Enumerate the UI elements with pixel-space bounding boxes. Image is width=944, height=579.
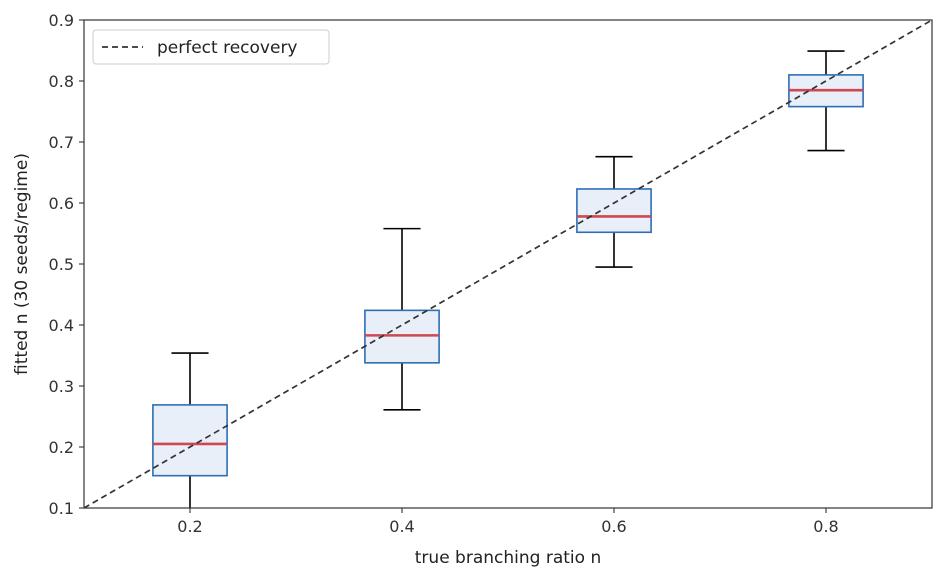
y-tick-label-3: 0.4 bbox=[49, 316, 74, 335]
y-tick-label-1: 0.2 bbox=[49, 438, 74, 457]
y-tick-label-7: 0.8 bbox=[49, 72, 74, 91]
y-tick-label-6: 0.7 bbox=[49, 133, 74, 152]
box-2 bbox=[576, 155, 652, 268]
box-body-2 bbox=[576, 188, 652, 234]
x-tick-label-1: 0.4 bbox=[389, 517, 414, 536]
y-axis-label: fitted n (30 seeds/regime) bbox=[12, 153, 32, 375]
perfect-recovery-line bbox=[84, 20, 932, 508]
y-axis: 0.1 0.2 0.3 0.4 0.5 0.6 0.7 0.8 0.9 bbox=[49, 11, 84, 518]
box-body-0 bbox=[152, 404, 228, 477]
x-tick-label-2: 0.6 bbox=[601, 517, 626, 536]
legend-label: perfect recovery bbox=[157, 38, 298, 58]
x-tick-label-3: 0.8 bbox=[813, 517, 838, 536]
x-axis-label: true branching ratio n bbox=[415, 548, 601, 568]
box-0 bbox=[152, 352, 228, 508]
x-axis: 0.2 0.4 0.6 0.8 bbox=[177, 508, 839, 536]
legend-box bbox=[92, 29, 330, 65]
y-tick-label-5: 0.6 bbox=[49, 194, 74, 213]
y-tick-label-8: 0.9 bbox=[49, 11, 74, 30]
y-tick-label-2: 0.3 bbox=[49, 377, 74, 396]
x-tick-label-0: 0.2 bbox=[177, 517, 202, 536]
y-tick-label-0: 0.1 bbox=[49, 499, 74, 518]
box-3 bbox=[788, 50, 864, 152]
boxes-layer bbox=[152, 50, 864, 508]
y-tick-label-4: 0.5 bbox=[49, 255, 74, 274]
box-1 bbox=[364, 227, 440, 411]
legend: perfect recovery bbox=[92, 29, 330, 65]
